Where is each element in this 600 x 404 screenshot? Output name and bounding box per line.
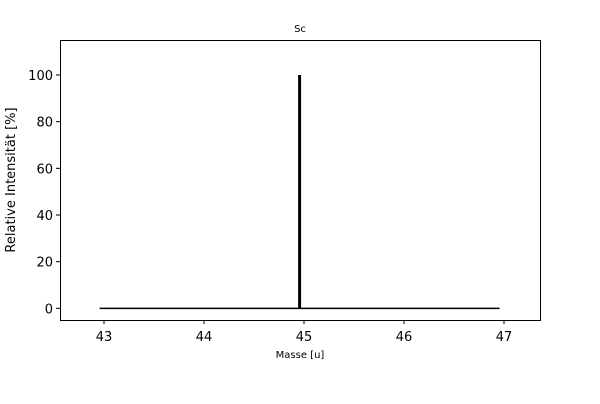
y-tick-label: 80	[36, 116, 53, 131]
x-tick-label: 43	[96, 330, 113, 345]
chart-title: Sc	[294, 24, 306, 35]
y-tick-label: 20	[36, 256, 53, 271]
x-tick-label: 44	[196, 330, 213, 345]
y-axis-label: Relative Intensität [%]	[4, 107, 19, 252]
x-axis-label: Masse [u]	[276, 350, 325, 361]
y-tick-label: 0	[45, 302, 53, 317]
y-tick-label: 100	[28, 69, 53, 84]
y-tick-label: 60	[36, 162, 53, 177]
x-tick-label: 46	[396, 330, 413, 345]
plot-frame	[60, 40, 541, 321]
x-tick-label: 45	[296, 330, 313, 345]
y-tick-label: 40	[36, 209, 53, 224]
x-tick-label: 47	[496, 330, 513, 345]
